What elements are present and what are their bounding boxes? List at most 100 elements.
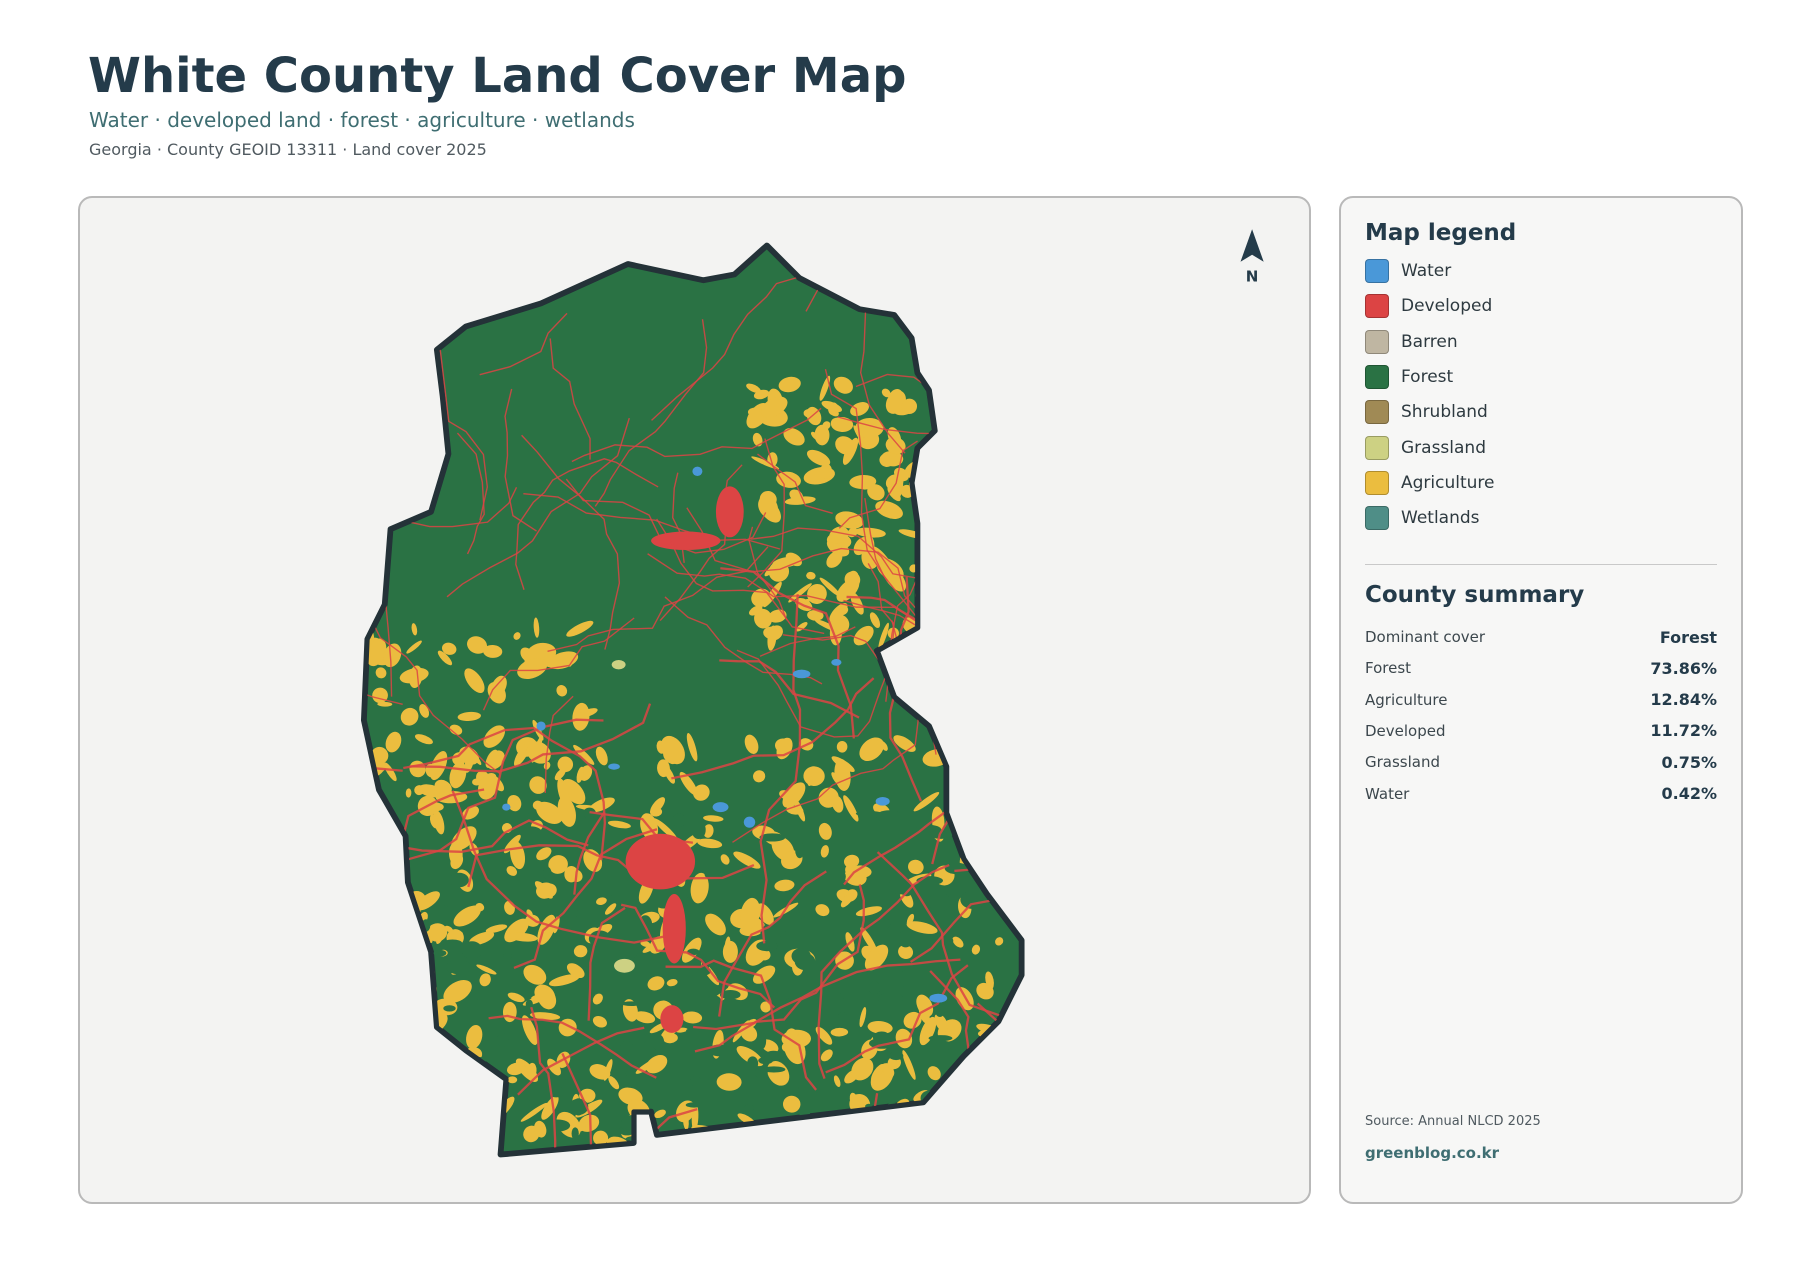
forest-patch — [937, 1122, 952, 1135]
agriculture-patch — [479, 973, 491, 987]
agriculture-patch — [843, 854, 860, 868]
road — [995, 280, 1022, 369]
source: Source: Annual NLCD 2025 — [1365, 1114, 1541, 1129]
forest-patch — [572, 1098, 585, 1116]
road — [718, 870, 827, 1017]
agriculture-patch — [634, 1011, 656, 1024]
agriculture-patch — [776, 471, 801, 488]
agriculture-patch — [697, 838, 723, 849]
agriculture-patch — [414, 734, 433, 745]
road — [594, 319, 708, 507]
agriculture-patch — [903, 1011, 922, 1029]
agriculture-patch — [806, 571, 816, 580]
forest-patch — [888, 1051, 904, 1061]
road — [747, 438, 785, 588]
agriculture-patch — [952, 936, 964, 948]
agriculture-patch — [746, 383, 761, 393]
forest-patch — [526, 812, 537, 819]
agriculture-patch — [592, 1016, 607, 1028]
road — [973, 337, 984, 423]
forest-patch — [686, 965, 712, 977]
agriculture-patch — [819, 577, 841, 597]
grassland-patch — [614, 958, 635, 973]
road — [585, 1108, 698, 1155]
forest-patch — [762, 1066, 786, 1073]
agriculture-patch — [432, 1038, 452, 1061]
forest-patch — [449, 872, 469, 888]
forest-patch — [625, 1070, 635, 1077]
agriculture-patch — [548, 855, 568, 874]
agriculture-patch — [485, 1132, 499, 1146]
agriculture-patch — [840, 893, 854, 908]
agriculture-patch — [595, 746, 608, 766]
agriculture-patch — [423, 1089, 438, 1097]
road — [565, 478, 767, 554]
link[interactable]: greenblog.co.kr — [1365, 1144, 1500, 1162]
agriculture-patch — [573, 945, 588, 958]
agriculture-patch — [412, 1084, 436, 1101]
road — [363, 1089, 492, 1155]
forest-patch — [934, 1001, 946, 1018]
agriculture-patch — [783, 428, 805, 446]
road — [665, 959, 817, 1091]
agriculture-patch — [859, 737, 884, 762]
forest-patch — [925, 1040, 953, 1052]
agriculture-patch — [679, 1138, 697, 1155]
road — [446, 417, 630, 598]
agriculture-patch — [1009, 824, 1022, 843]
agriculture-patch — [553, 915, 560, 934]
agriculture-patch — [517, 657, 548, 680]
agriculture-patch — [426, 923, 448, 942]
road — [759, 626, 856, 657]
agriculture-patch — [867, 484, 885, 501]
agriculture-patch — [947, 787, 967, 795]
legend-item: Water — [1365, 258, 1451, 284]
forest-patch — [446, 959, 472, 975]
agriculture-patch — [783, 1033, 806, 1065]
agriculture-patch — [850, 401, 869, 417]
water-body — [875, 796, 890, 806]
agriculture-patch — [819, 463, 832, 479]
agriculture-patch — [784, 496, 816, 505]
road — [838, 440, 918, 529]
agriculture-patch — [603, 1059, 613, 1081]
agriculture-patch — [400, 1073, 420, 1094]
forest-patch — [970, 819, 985, 832]
agriculture-patch — [752, 432, 763, 447]
agriculture-patch — [887, 486, 901, 502]
road — [651, 273, 811, 421]
legend-item: Developed — [1365, 293, 1492, 319]
forest-patch — [753, 850, 767, 860]
agriculture-patch — [451, 826, 477, 851]
agriculture-patch — [557, 778, 570, 808]
road — [876, 851, 1004, 1018]
agriculture-patch — [437, 650, 453, 666]
agriculture-patch — [807, 609, 824, 621]
forest-patch — [672, 1138, 688, 1149]
agriculture-patch — [828, 402, 839, 416]
summary-row: Grassland 0.75% — [1365, 751, 1717, 773]
road — [843, 599, 917, 627]
map: N — [360, 229, 1264, 1158]
agriculture-patch — [788, 583, 812, 603]
agriculture-patch — [803, 598, 810, 606]
agriculture-patch — [778, 376, 801, 393]
agriculture-patch — [703, 824, 714, 838]
agriculture-patch — [419, 703, 430, 718]
divider — [1365, 564, 1717, 565]
agriculture-patch — [919, 1016, 937, 1046]
forest-patch — [868, 981, 881, 995]
road — [647, 553, 944, 642]
summary-label: Dominant cover — [1365, 628, 1486, 646]
forest-patch — [433, 949, 447, 957]
summary-row: Developed 11.72% — [1365, 720, 1717, 742]
road — [523, 492, 781, 550]
summary-value: 11.72% — [1650, 721, 1717, 741]
forest-patch — [937, 1136, 954, 1152]
agriculture-patch — [867, 1020, 893, 1034]
road — [488, 1014, 657, 1079]
agriculture-patch — [716, 1073, 742, 1091]
forest-patch — [704, 867, 719, 880]
forest-patch — [855, 811, 883, 817]
